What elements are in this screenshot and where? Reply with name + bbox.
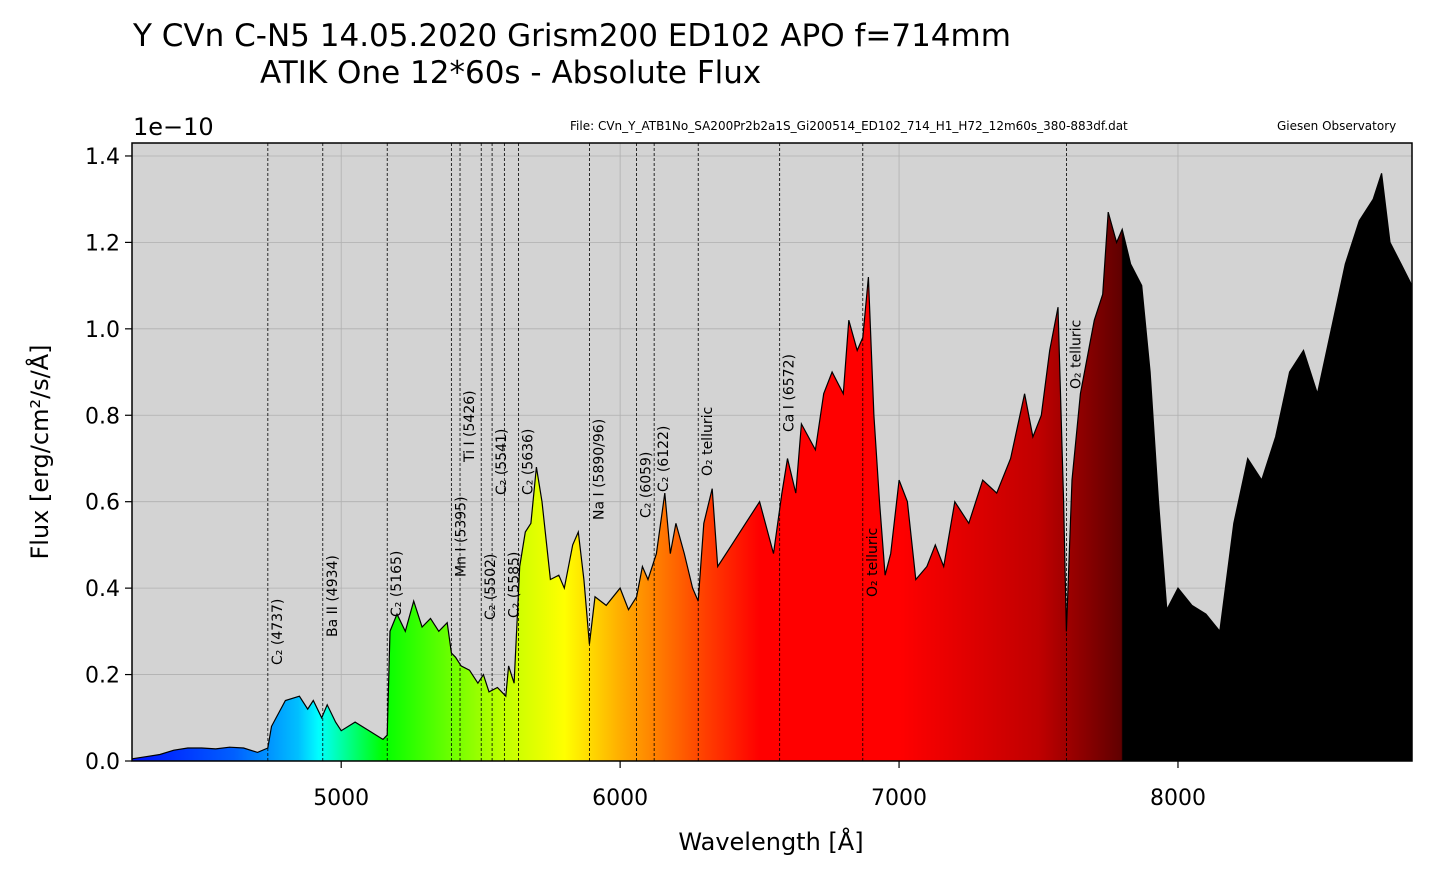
spectral-line-label: O₂ telluric bbox=[1068, 320, 1084, 389]
y-axis-label: Flux [erg/cm²/s/Å] bbox=[25, 344, 54, 559]
plot-frame bbox=[131, 142, 1413, 762]
spectral-line-label: C₂ (5502) bbox=[483, 554, 499, 620]
x-tick-label: 5000 bbox=[313, 786, 369, 811]
y-tick-label: 0.4 bbox=[85, 577, 120, 602]
y-offset-label: 1e−10 bbox=[133, 113, 214, 141]
plot-area: C₂ (4737) Ba II (4934) C₂ (5165) Mn I (5395… bbox=[85, 142, 1413, 811]
spectrum-fill bbox=[132, 173, 1412, 762]
spectral-line-label: O₂ telluric bbox=[865, 528, 881, 597]
spectral-line-label: C₂ (4737) bbox=[270, 599, 286, 665]
spectral-line-label: Ba II (4934) bbox=[325, 555, 341, 637]
y-tick-label: 1.4 bbox=[85, 145, 120, 170]
y-tick-label: 0.6 bbox=[85, 491, 120, 516]
spectral-line-label: C₂ (5585) bbox=[506, 552, 522, 618]
spectral-line-label: C₂ (6059) bbox=[639, 452, 655, 518]
chart-title: Y CVn C-N5 14.05.2020 Grism200 ED102 APO… bbox=[132, 18, 1011, 54]
file-note: File: CVn_Y_ATB1No_SA200Pr2b2a1S_Gi20051… bbox=[570, 119, 1128, 133]
x-tick-label: 8000 bbox=[1150, 786, 1206, 811]
spectral-line-label: Ca I (6572) bbox=[782, 354, 798, 432]
credit: Giesen Observatory bbox=[1277, 119, 1396, 133]
y-tick-label: 0.8 bbox=[85, 404, 120, 429]
spectral-line-label: C₂ (5165) bbox=[389, 551, 405, 617]
spectral-line-label: Ti I (5426) bbox=[462, 390, 478, 463]
y-tick-label: 1.0 bbox=[85, 318, 120, 343]
y-tick-label: 1.2 bbox=[85, 231, 120, 256]
y-tick-label: 0.0 bbox=[85, 750, 120, 775]
spectral-line-label: C₂ (5541) bbox=[494, 429, 510, 495]
chart-subtitle: ATIK One 12*60s - Absolute Flux bbox=[260, 55, 761, 91]
y-tick-label: 0.2 bbox=[85, 664, 120, 689]
spectral-line-label: Na I (5890/96) bbox=[591, 419, 607, 520]
spectral-line-label: O₂ telluric bbox=[700, 407, 716, 476]
x-tick-label: 6000 bbox=[592, 786, 648, 811]
spectral-line-label: Mn I (5395) bbox=[453, 496, 469, 577]
spectral-line-label: C₂ (6122) bbox=[656, 426, 672, 492]
spectrum-line bbox=[131, 173, 1413, 760]
x-tick-label: 7000 bbox=[871, 786, 927, 811]
spectral-line-label: C₂ (5636) bbox=[521, 429, 537, 495]
x-axis-label: Wavelength [Å] bbox=[678, 827, 863, 856]
